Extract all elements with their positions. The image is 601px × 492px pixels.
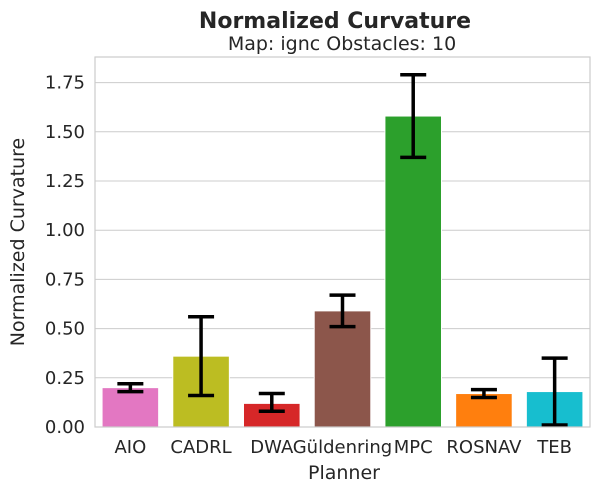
y-tick-label: 0.25: [45, 368, 85, 389]
y-tick-label: 0.50: [45, 319, 85, 340]
plot-frame: [94, 56, 591, 428]
x-tick-label: ROSNAV: [446, 437, 522, 458]
chart-title: Normalized Curvature: [199, 9, 471, 34]
y-tick-labels: 0.00 0.25 0.50 0.75 1.00 1.25 1.50 1.75: [45, 73, 85, 438]
x-tick-label: CADRL: [170, 437, 231, 458]
bars: [101, 115, 584, 428]
y-axis-label: Normalized Curvature: [7, 138, 29, 346]
error-bar: [117, 381, 144, 394]
bar: [384, 115, 442, 428]
x-axis-label: Planner: [308, 462, 380, 484]
error-bar: [188, 315, 215, 398]
y-tick-label: 1.50: [45, 122, 85, 143]
error-bar: [470, 387, 497, 400]
x-tick-labels: AIO CADRL DWA Güldenring MPC ROSNAV TEB: [114, 437, 572, 458]
chart-subtitle: Map: ignc Obstacles: 10: [228, 33, 456, 55]
error-bar: [329, 293, 356, 329]
x-tick-label: Güldenring: [293, 437, 393, 458]
y-tick-label: 1.25: [45, 171, 85, 192]
x-tick-label: AIO: [114, 437, 146, 458]
error-bar: [541, 356, 568, 427]
error-bars: [117, 72, 568, 427]
error-bar: [258, 391, 285, 414]
y-tick-label: 0.00: [45, 417, 85, 438]
bar: [313, 310, 372, 428]
y-tick-label: 1.75: [45, 73, 85, 94]
x-tick-label: MPC: [394, 437, 433, 458]
y-tick-label: 0.75: [45, 269, 85, 290]
x-tick-label: TEB: [536, 437, 572, 458]
y-tick-label: 1.00: [45, 220, 85, 241]
bar: [101, 387, 160, 428]
x-tick-label: DWA: [250, 437, 294, 458]
error-bar: [400, 72, 427, 160]
